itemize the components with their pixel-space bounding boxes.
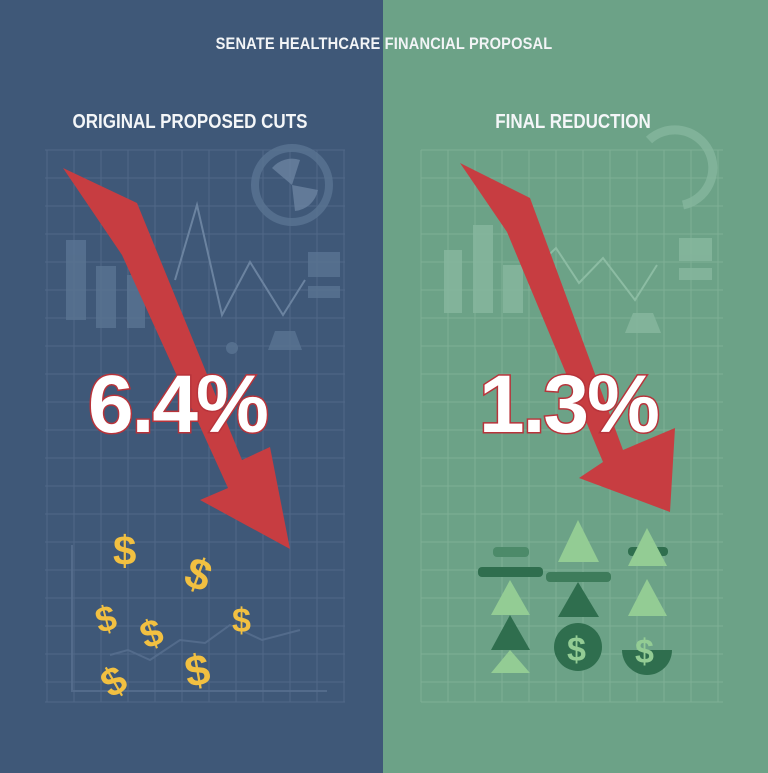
left-panel: $ $ $ $ $ $ $ ORIGINAL PROPOSED CUTS 6.4… (0, 0, 383, 773)
dollar-sign-icon: $ (232, 602, 251, 640)
triangle-icon (628, 579, 667, 616)
triangle-icon (491, 580, 530, 615)
triangle-icon (558, 520, 599, 562)
dollar-signs: $ $ $ $ $ $ $ (91, 527, 251, 707)
left-panel-graphics: $ $ $ $ $ $ $ (45, 144, 345, 707)
down-arrow-icon (460, 163, 675, 512)
right-heading: FINAL REDUCTION (495, 111, 651, 133)
triangle-stack-icons: $ $ (478, 520, 672, 675)
dollar-sign-icon: $ (135, 611, 169, 658)
dollar-sign-icon: $ (113, 527, 136, 574)
line-chart-icon (174, 201, 306, 318)
donut-chart-icon (645, 125, 718, 210)
triangle-icon (628, 528, 667, 566)
bar-chart-icon (66, 240, 340, 354)
triangle-icon (491, 650, 530, 673)
original-cuts-value: 6.4% (87, 358, 271, 452)
svg-text:$: $ (635, 633, 654, 671)
left-heading: ORIGINAL PROPOSED CUTS (72, 111, 308, 133)
dollar-sign-icon: $ (178, 548, 218, 602)
triangle-icon (558, 582, 599, 617)
grid-icon (45, 149, 345, 703)
svg-text:$: $ (567, 631, 586, 669)
down-arrow-icon (63, 168, 290, 549)
right-panel: $ $ FINAL REDUCTION 1.3% (383, 0, 768, 773)
dollar-sign-icon: $ (91, 596, 121, 641)
triangle-icon (491, 615, 530, 650)
dollar-coin-icon (622, 650, 672, 675)
page-title: SENATE HEALTHCARE FINANCIAL PROPOSAL (215, 34, 553, 53)
bar-chart-icon (444, 225, 712, 333)
axis-chart-icon (71, 545, 327, 692)
final-reduction-value: 1.3% (478, 358, 662, 452)
pie-chart-icon (251, 144, 333, 226)
right-panel-graphics: $ $ (420, 125, 723, 703)
dollar-coin-icon (554, 623, 602, 671)
line-chart-icon (532, 246, 658, 302)
